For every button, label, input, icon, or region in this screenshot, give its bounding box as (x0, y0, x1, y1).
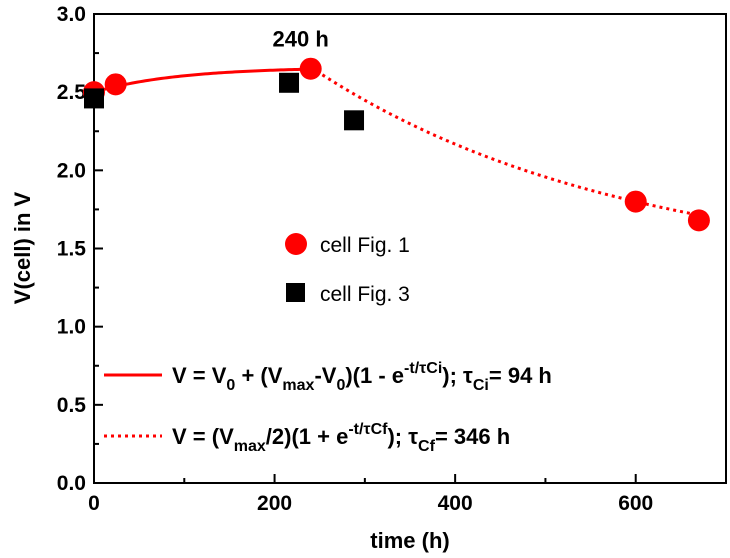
legend-marker-cell-fig-1 (285, 233, 307, 255)
y-axis-ticks: 0.0 0.5 1.0 1.5 2.0 2.5 3.0 (57, 3, 103, 495)
marker-series-1-point-1 (279, 72, 300, 93)
fit-curve-initial (93, 67, 311, 94)
legend-label-cell-fig-1: cell Fig. 1 (320, 234, 410, 257)
legend-equation-final: V = (Vmax/2)(1 + e-t/τCf); τCf= 346 h (172, 421, 510, 455)
marker-series-0-point-3 (624, 190, 647, 213)
annotation-240h: 240 h (273, 27, 329, 52)
y-tick-label-0.5: 0.5 (57, 394, 87, 417)
marker-series-1-point-0 (84, 88, 104, 109)
y-tick-label-0: 0.0 (57, 472, 86, 495)
x-axis-label: time (h) (370, 528, 449, 553)
legend-marker-cell-fig-3 (286, 283, 305, 302)
x-tick-label-600: 600 (618, 492, 653, 515)
marker-series-0-point-2 (299, 57, 322, 80)
x-tick-label-0: 0 (88, 492, 100, 515)
legend-equation-initial: V = V0 + (Vmax-V0)(1 - e-t/τCi); τCi= 94… (172, 360, 552, 394)
marker-series-0-point-1 (104, 73, 127, 96)
plot-frame (93, 13, 727, 484)
y-tick-label-3: 3.0 (57, 3, 86, 26)
y-tick-label-1.5: 1.5 (57, 238, 87, 261)
x-tick-label-400: 400 (438, 492, 473, 515)
data-markers (83, 57, 710, 232)
x-axis-ticks: 0 200 400 600 (88, 474, 727, 515)
y-tick-label-2: 2.0 (57, 159, 86, 182)
y-tick-label-2.5: 2.5 (57, 81, 87, 104)
y-axis-label: V(cell) in V (10, 191, 35, 304)
marker-series-1-point-2 (344, 110, 365, 131)
x-tick-label-200: 200 (257, 492, 292, 515)
y-tick-label-1: 1.0 (57, 316, 86, 339)
legend-label-cell-fig-3: cell Fig. 3 (320, 283, 410, 306)
marker-series-0-point-4 (687, 209, 710, 232)
legend: cell Fig. 1 cell Fig. 3 V = V0 + (Vmax-V… (104, 233, 552, 455)
